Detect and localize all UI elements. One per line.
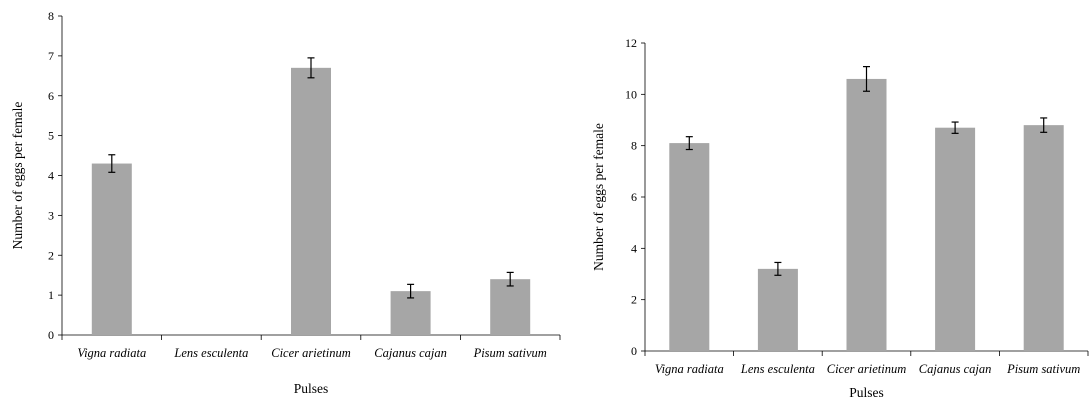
chart-2-bar bbox=[846, 78, 887, 351]
chart-2-y-tick-label: 12 bbox=[625, 36, 637, 50]
chart-1-y-tick-label: 5 bbox=[48, 129, 54, 143]
chart-1-y-tick-label: 4 bbox=[48, 169, 54, 183]
chart-2-bar bbox=[757, 268, 798, 351]
chart-2-x-axis-title: Pulses bbox=[849, 385, 884, 400]
chart-2-bar bbox=[1023, 125, 1064, 351]
chart-2-y-tick-label: 0 bbox=[631, 344, 637, 358]
chart-1-y-tick-label: 1 bbox=[48, 288, 54, 302]
chart-1-bar bbox=[291, 67, 331, 336]
chart-1-category-label: Cicer arietinum bbox=[271, 346, 351, 360]
chart-1-x-axis-title: Pulses bbox=[294, 381, 329, 396]
chart-1-category-label: Lens esculenta bbox=[173, 346, 248, 360]
chart-1-bar bbox=[490, 279, 531, 335]
chart-2-bar bbox=[935, 127, 976, 351]
chart-1-y-tick-label: 7 bbox=[48, 49, 54, 63]
chart-2-y-tick-label: 6 bbox=[631, 190, 637, 204]
chart-1-y-tick-label: 2 bbox=[48, 248, 54, 262]
chart-2-y-tick-label: 4 bbox=[631, 241, 637, 255]
chart-2-y-tick-label: 2 bbox=[631, 293, 637, 307]
chart-1-bar bbox=[91, 163, 132, 335]
chart-2-category-label: Cajanus cajan bbox=[919, 362, 992, 376]
chart-2-category-label: Cicer arietinum bbox=[827, 362, 907, 376]
chart-1-y-axis-title: Number of eggs per female bbox=[10, 102, 25, 250]
chart-1-y-tick-label: 8 bbox=[48, 9, 54, 23]
chart-2-category-label: Pisum sativum bbox=[1006, 362, 1080, 376]
chart-1-y-tick-label: 3 bbox=[48, 208, 54, 222]
chart-2-category-label: Vigna radiata bbox=[655, 362, 724, 376]
chart-2-category-label: Lens esculenta bbox=[740, 362, 815, 376]
chart-1-category-label: Vigna radiata bbox=[77, 346, 146, 360]
chart-2-y-tick-label: 10 bbox=[625, 87, 637, 101]
chart-1-y-tick-label: 0 bbox=[48, 328, 54, 342]
chart-2-y-tick-label: 8 bbox=[631, 139, 637, 153]
chart-1-category-label: Pisum sativum bbox=[473, 346, 547, 360]
chart-1-y-tick-label: 6 bbox=[48, 89, 54, 103]
chart-2-y-axis-title: Number of eggs per female bbox=[591, 123, 606, 271]
chart-1-category-label: Cajanus cajan bbox=[374, 346, 447, 360]
chart-2-bar bbox=[669, 143, 710, 351]
